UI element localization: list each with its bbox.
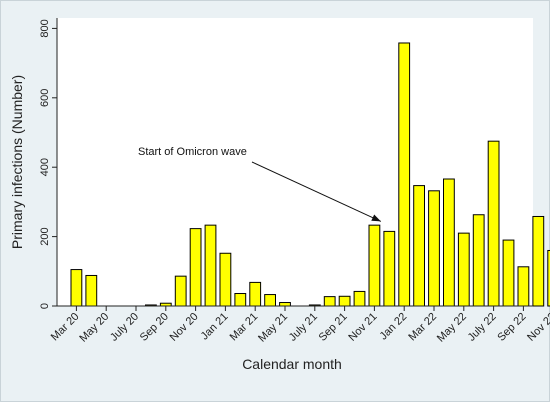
x-tick-label: Mar 22 <box>406 311 439 344</box>
x-tick-label: May 20 <box>77 311 111 345</box>
x-axis-title: Calendar month <box>242 356 342 372</box>
y-tick-label: 600 <box>39 89 51 107</box>
bar-sep-22 <box>517 266 530 307</box>
bar-apr-21 <box>264 294 277 307</box>
x-tick-label: Nov 22 <box>525 311 550 344</box>
bar-mar-22 <box>428 190 440 307</box>
x-tick-label: Sep 22 <box>495 311 528 344</box>
annotation-arrow <box>251 161 382 222</box>
bar-may-21 <box>279 302 291 307</box>
bar-oct-22 <box>532 215 545 307</box>
bar-aug-22 <box>502 239 515 307</box>
annotation-text: Start of Omicron wave <box>138 146 247 158</box>
x-tick-label: Nov 21 <box>346 311 379 344</box>
bar-dec-21 <box>383 230 396 307</box>
y-tick-label: 0 <box>39 303 51 309</box>
y-ticks-group: 0 200 400 600 800 <box>39 19 57 309</box>
bar-mar-21 <box>249 281 262 307</box>
y-tick-label: 400 <box>39 158 51 176</box>
bar-jan-22 <box>398 42 411 307</box>
bar-aug-21 <box>323 296 336 307</box>
x-tick-label: Nov 20 <box>168 311 201 344</box>
bar-jun-22 <box>472 214 485 307</box>
y-tick-label: 800 <box>39 19 51 37</box>
x-tick-label: Jan 21 <box>199 311 231 343</box>
bar-sep-21 <box>338 295 351 307</box>
y-tick-label: 200 <box>39 227 51 245</box>
x-tick-label: Mar 21 <box>228 311 261 344</box>
x-tick-label: Sep 21 <box>317 311 350 344</box>
bar-may-22 <box>457 232 470 307</box>
bar-apr-22 <box>443 178 455 307</box>
bar-jan-21 <box>219 252 232 307</box>
bar-feb-22 <box>413 185 426 307</box>
y-axis-title: Primary infections (Number) <box>9 75 25 249</box>
bar-nov-22 <box>547 249 550 307</box>
annotation-arrowhead <box>371 214 381 222</box>
bar-nov-20 <box>189 228 202 307</box>
bar-jul-22 <box>487 140 500 307</box>
bar-oct-21 <box>353 290 366 307</box>
bar-mar-20 <box>70 269 83 307</box>
x-tick-label: July 20 <box>108 311 141 344</box>
x-tick-label: Sep 20 <box>138 311 171 344</box>
bar-dec-20 <box>204 224 217 307</box>
x-tick-label: May 21 <box>256 311 290 345</box>
bar-nov-21 <box>368 224 381 307</box>
x-tick-label: Mar 20 <box>49 311 82 344</box>
bar-feb-21 <box>234 293 247 307</box>
bar-apr-20 <box>85 274 98 307</box>
x-tick-label: May 22 <box>435 311 469 345</box>
bar-oct-20 <box>174 275 187 307</box>
x-tick-label: Jan 22 <box>377 311 409 343</box>
x-tick-label: July 21 <box>287 311 320 344</box>
x-tick-label: July 22 <box>466 311 499 344</box>
